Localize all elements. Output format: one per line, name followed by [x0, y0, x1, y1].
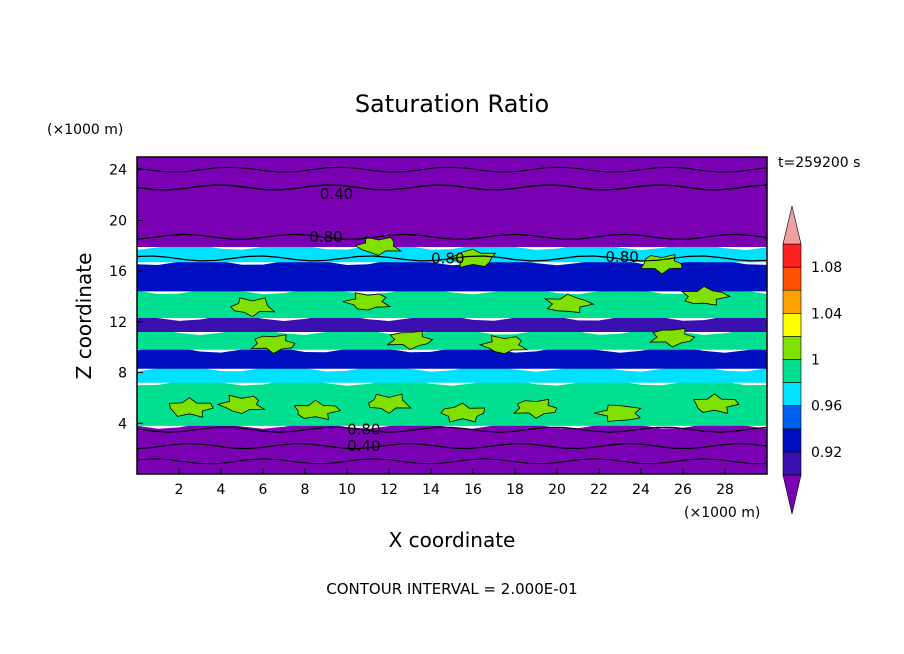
x-tick-label: 18 [506, 482, 524, 498]
colorbar-swatch [782, 336, 802, 360]
supersaturated-patch [543, 293, 595, 313]
field-band [137, 346, 767, 369]
supersaturated-patch [440, 402, 486, 423]
x-tick-label: 8 [301, 482, 310, 498]
x-tick-label: 22 [590, 482, 608, 498]
field-band [137, 288, 767, 319]
colorbar-swatch [782, 382, 802, 407]
x-tick-label: 26 [674, 482, 692, 498]
x-tick-label: 24 [632, 482, 650, 498]
supersaturated-patch [386, 330, 434, 350]
time-label: t=259200 s [778, 155, 860, 171]
contour-label: 0.80 [309, 228, 342, 246]
supersaturated-patch [216, 394, 266, 414]
contour-interval-label: CONTOUR INTERVAL = 2.000E-01 [326, 580, 577, 598]
y-tick-label: 24 [109, 163, 127, 179]
contour-labels: 0.400.800.80 0.800.800.40 [309, 185, 639, 455]
field-band [137, 259, 767, 292]
y-tick-label: 8 [118, 366, 127, 382]
contour-line [137, 426, 767, 433]
field-band [137, 315, 767, 332]
contour-line [137, 166, 767, 173]
supersaturated-patch [478, 335, 529, 355]
x-tick-label: 6 [259, 482, 268, 498]
y-tick-label: 16 [109, 264, 127, 280]
supersaturated-patch [640, 253, 683, 275]
y-tick-label: 4 [118, 416, 127, 432]
contour-line [137, 458, 767, 465]
contour-label: 0.80 [431, 249, 464, 267]
chart-title: Saturation Ratio [355, 90, 549, 118]
colorbar: 0.92 0.96 1 1.04 1.08 [782, 205, 842, 515]
x-axis: 2 4 6 8 10 12 14 16 18 20 22 24 26 28 [175, 468, 734, 498]
supersaturated-patch [354, 236, 403, 256]
x-tick-label: 2 [175, 482, 184, 498]
x-tick-label: 10 [338, 482, 356, 498]
y-unit-label: (×1000 m) [47, 122, 123, 138]
field-band [137, 157, 767, 248]
supersaturated-patch [693, 393, 740, 414]
colorbar-swatch [782, 312, 802, 337]
contour-label: 0.80 [605, 248, 638, 266]
colorbar-upper-arrow [782, 205, 802, 245]
colorbar-swatch [782, 359, 802, 383]
contour-line [137, 184, 767, 191]
supersaturated-patch [680, 285, 731, 306]
colorbar-swatch [782, 266, 802, 291]
y-axis: 4 8 12 16 20 24 [109, 163, 143, 432]
colorbar-swatch [782, 243, 802, 268]
x-axis-label: X coordinate [389, 528, 516, 552]
x-tick-label: 20 [548, 482, 566, 498]
x-tick-label: 16 [464, 482, 482, 498]
contour-line [137, 255, 767, 262]
x-tick-label: 4 [217, 482, 226, 498]
supersaturated-patch [342, 292, 392, 311]
y-tick-label: 20 [109, 213, 127, 229]
plot-area [137, 157, 767, 474]
colorbar-tick-label: 0.92 [811, 445, 842, 461]
x-tick-label: 28 [716, 482, 734, 498]
supersaturated-patch [648, 328, 696, 348]
contour-label: 0.80 [347, 421, 380, 439]
y-axis-label: Z coordinate [72, 253, 96, 380]
contour-line [137, 233, 767, 240]
contour-lines [137, 166, 767, 465]
x-unit-label: (×1000 m) [684, 505, 760, 521]
colorbar-tick-label: 1.08 [811, 260, 842, 276]
colorbar-lower-arrow [782, 474, 802, 515]
colorbar-swatch [782, 289, 802, 314]
contour-label: 0.40 [347, 437, 380, 455]
contour-line [137, 443, 767, 450]
x-tick-label: 14 [422, 482, 440, 498]
supersaturated-patch [230, 297, 276, 318]
contour-label: 0.40 [320, 185, 353, 203]
plot-frame [136, 156, 768, 475]
supersaturated-patch [293, 399, 342, 421]
colorbar-swatch [782, 405, 802, 430]
colorbar-swatch [782, 451, 802, 476]
colorbar-tick-label: 1 [811, 353, 820, 369]
supersaturated-patch [513, 398, 558, 419]
colorbar-swatch [782, 428, 802, 453]
supersaturated-patch [250, 334, 296, 354]
supersaturated-patch [368, 393, 412, 414]
colorbar-tick-label: 0.96 [811, 399, 842, 415]
supersaturated-patch [168, 397, 214, 418]
y-tick-label: 12 [109, 315, 127, 331]
supersaturated-patch [593, 404, 642, 422]
colorbar-tick-label: 1.04 [811, 306, 842, 322]
field-band [137, 365, 767, 383]
x-tick-label: 12 [380, 482, 398, 498]
